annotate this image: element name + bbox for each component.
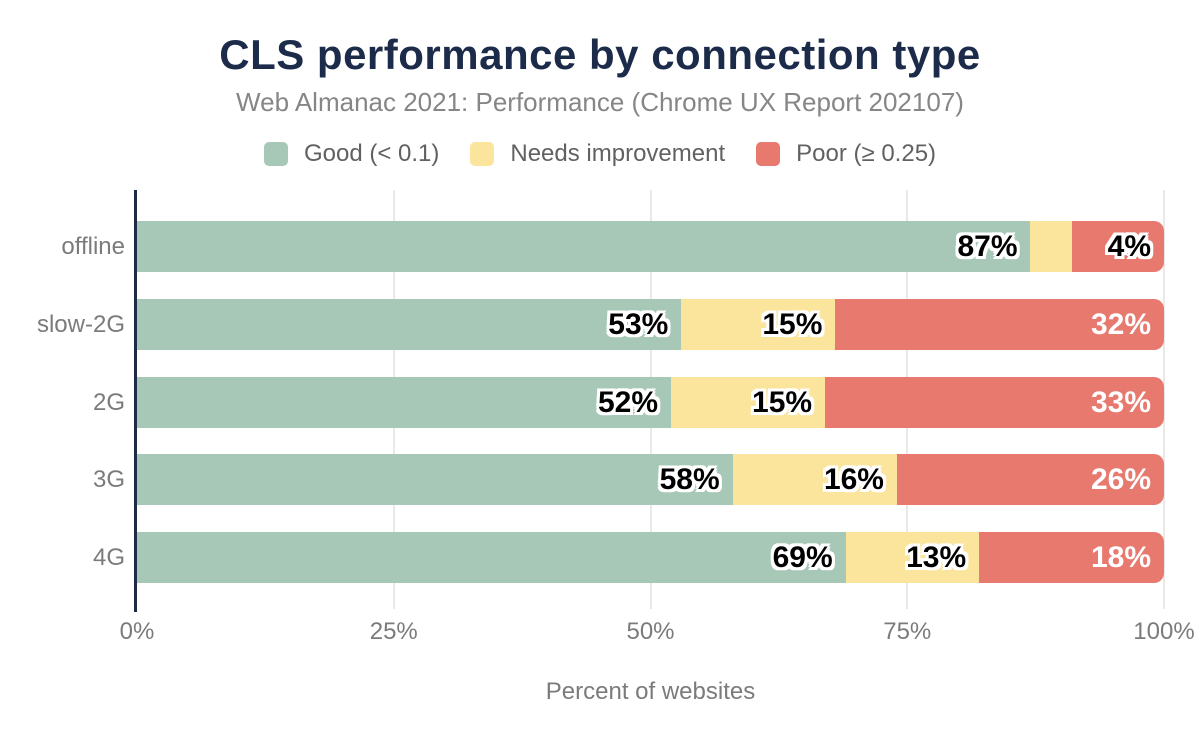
chart-title: CLS performance by connection type [219, 31, 981, 78]
bar-segment [681, 298, 836, 350]
bar-segment [137, 532, 846, 583]
bar-value-label: 58% [659, 463, 720, 497]
y-axis-line [134, 190, 137, 612]
x-axis-tick-label: 25% [369, 618, 418, 645]
bar-value-label: 18% [1090, 541, 1151, 574]
bar-value-label: 13% [906, 541, 967, 574]
bar-value-label: 87% [957, 230, 1018, 263]
y-axis-label: slow-2G [36, 310, 125, 338]
bar-row-2G: 52% 15% 33% [137, 376, 1164, 428]
x-axis-title: Percent of websites [545, 678, 756, 705]
legend-swatch-icon [263, 142, 288, 166]
legend: Good (< 0.1) Needs improvement Poor (≥ 0.2… [0, 140, 1200, 168]
bar-value-label: 32% [1090, 307, 1151, 341]
bar-segment [825, 376, 1164, 428]
bar-segment [835, 298, 1164, 350]
bar-segment [1030, 221, 1072, 272]
y-axis-label: 4G [92, 544, 125, 571]
bar-value-label: 52% [598, 385, 659, 419]
bar-segment [1071, 221, 1164, 272]
bar-segment [845, 532, 980, 583]
bar-value-label: 33% [1090, 385, 1151, 419]
x-axis-tick-label: 100% [1133, 618, 1195, 645]
bar-value-label: 69% [772, 541, 833, 574]
bar-row-3G: 58% 16% 26% [137, 454, 1164, 506]
x-axis-tick-label: 75% [883, 618, 932, 645]
bar-segment [896, 454, 1164, 506]
legend-swatch-icon [470, 142, 495, 166]
bar-segment [137, 376, 672, 428]
bar-segment [671, 376, 826, 428]
y-axis-label: offline [61, 233, 125, 260]
bar-value-label: 4% [1107, 230, 1151, 263]
bar-row-slow-2G: 53% 15% 32% [137, 298, 1164, 350]
legend-label: Poor (≥ 0.25) [796, 140, 937, 167]
legend-item: Poor (≥ 0.25) [756, 140, 936, 168]
bar-row-4G: 69% 13% 18% [137, 532, 1164, 583]
bar-value-label: 26% [1090, 463, 1151, 497]
y-axis-label: 3G [92, 466, 125, 494]
legend-swatch-icon [756, 142, 781, 166]
x-axis-tick-label: 0% [119, 618, 155, 645]
x-axis-tick-label: 50% [626, 618, 675, 645]
bar-value-label: 16% [823, 463, 884, 497]
bar-row-offline: 87% 4% [137, 221, 1164, 272]
gridline [1163, 190, 1165, 609]
chart-subtitle: Web Almanac 2021: Performance (Chrome UX… [236, 87, 964, 117]
legend-label: Good (< 0.1) [303, 140, 440, 167]
bar-segment [732, 454, 897, 506]
bar-segment [137, 454, 733, 506]
legend-item: Needs improvement [470, 140, 725, 168]
bar-value-label: 15% [762, 307, 823, 341]
bar-value-label: 15% [752, 385, 813, 419]
bar-segment [137, 221, 1031, 272]
legend-label: Needs improvement [510, 140, 726, 167]
legend-item: Good (< 0.1) [263, 140, 440, 168]
plot-area: 87% 4% 53% 15% 32% 52% 15% 33% 58% 16% 26% 69% 13% 18… [134, 190, 1165, 612]
bar-value-label: 53% [608, 307, 669, 341]
y-axis-label: 2G [92, 388, 125, 416]
bar-segment [137, 298, 682, 350]
bar-segment [979, 532, 1164, 583]
